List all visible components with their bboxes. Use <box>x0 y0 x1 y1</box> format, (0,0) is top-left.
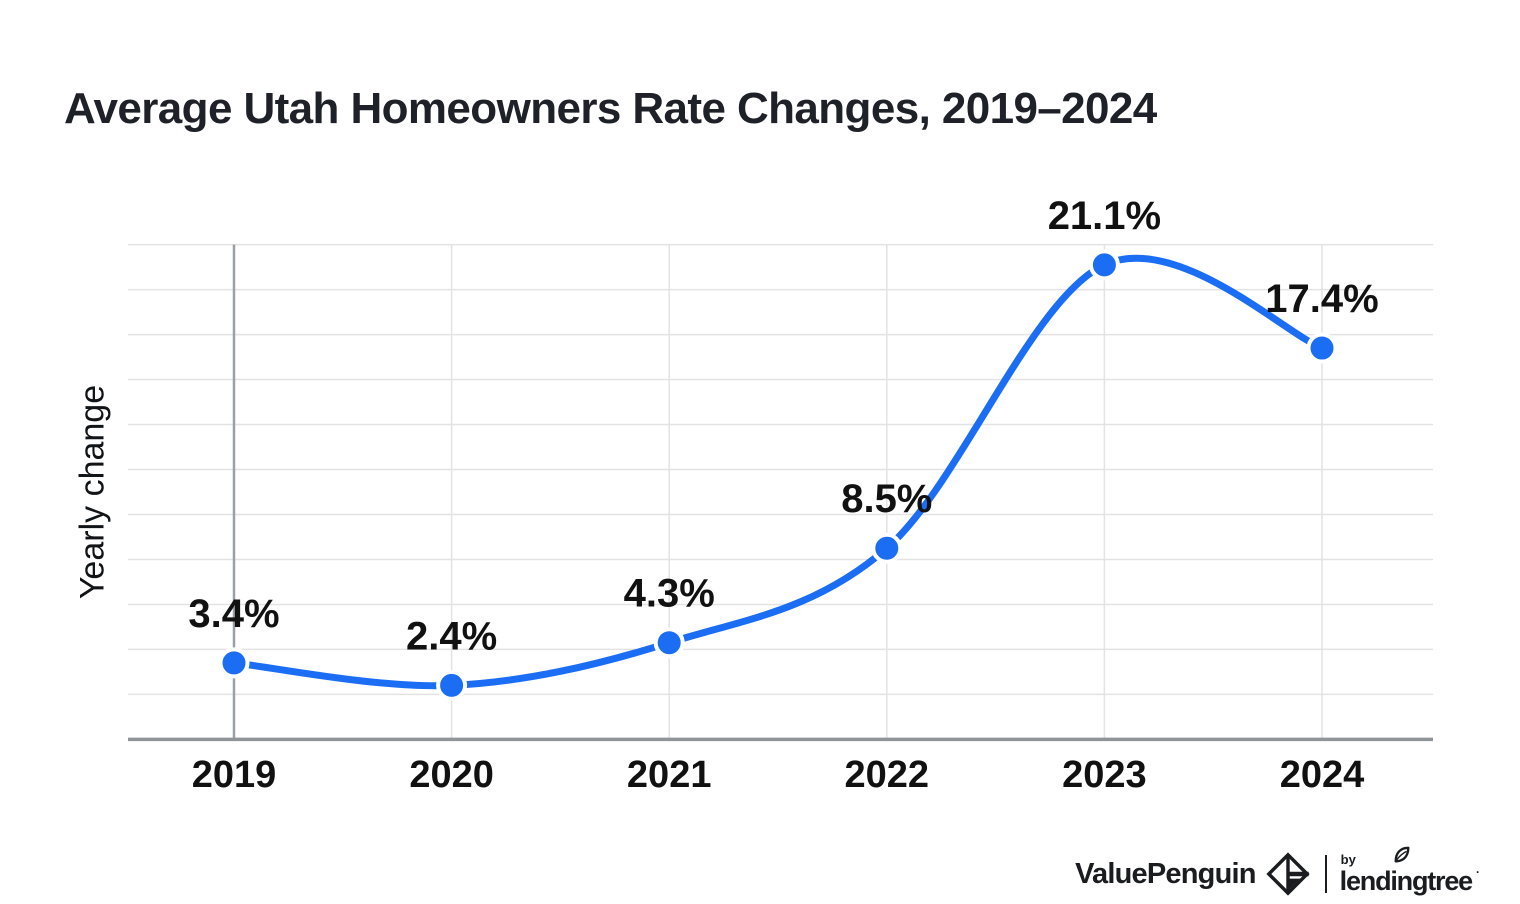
data-point <box>1088 249 1120 281</box>
x-tick-label: 2024 <box>1280 754 1365 796</box>
data-point-label: 4.3% <box>624 572 715 616</box>
lendingtree-by-label: by <box>1340 852 1356 867</box>
lendingtree-wordmark: lendingtree <box>1339 866 1474 896</box>
data-point <box>653 627 685 659</box>
footer-logo: ValuePenguin by lendingtree · <box>1075 846 1480 897</box>
data-point-label: 2.4% <box>406 614 497 658</box>
data-point-label: 17.4% <box>1265 277 1378 321</box>
valuepenguin-logo-icon <box>1266 852 1310 896</box>
lendingtree-leaf-icon <box>1394 846 1410 863</box>
data-point <box>436 669 468 701</box>
data-point-label: 3.4% <box>188 592 279 636</box>
x-tick-label: 2022 <box>845 754 930 796</box>
x-tick-label: 2019 <box>192 754 277 796</box>
lendingtree-trademark: · <box>1476 865 1480 879</box>
data-point-label: 21.1% <box>1048 194 1161 238</box>
logo-divider <box>1324 855 1327 893</box>
data-point-label: 8.5% <box>841 477 932 521</box>
data-point <box>1306 332 1338 364</box>
data-point <box>218 647 250 679</box>
lendingtree-lockup: by lendingtree · <box>1339 846 1480 896</box>
x-tick-label: 2021 <box>627 754 712 796</box>
x-tick-label: 2020 <box>409 754 494 796</box>
chart-title: Average Utah Homeowners Rate Changes, 20… <box>64 84 1157 133</box>
data-point <box>871 532 903 564</box>
x-tick-label: 2023 <box>1062 754 1147 796</box>
valuepenguin-wordmark: ValuePenguin <box>1075 857 1256 890</box>
trend-line <box>230 254 1326 690</box>
